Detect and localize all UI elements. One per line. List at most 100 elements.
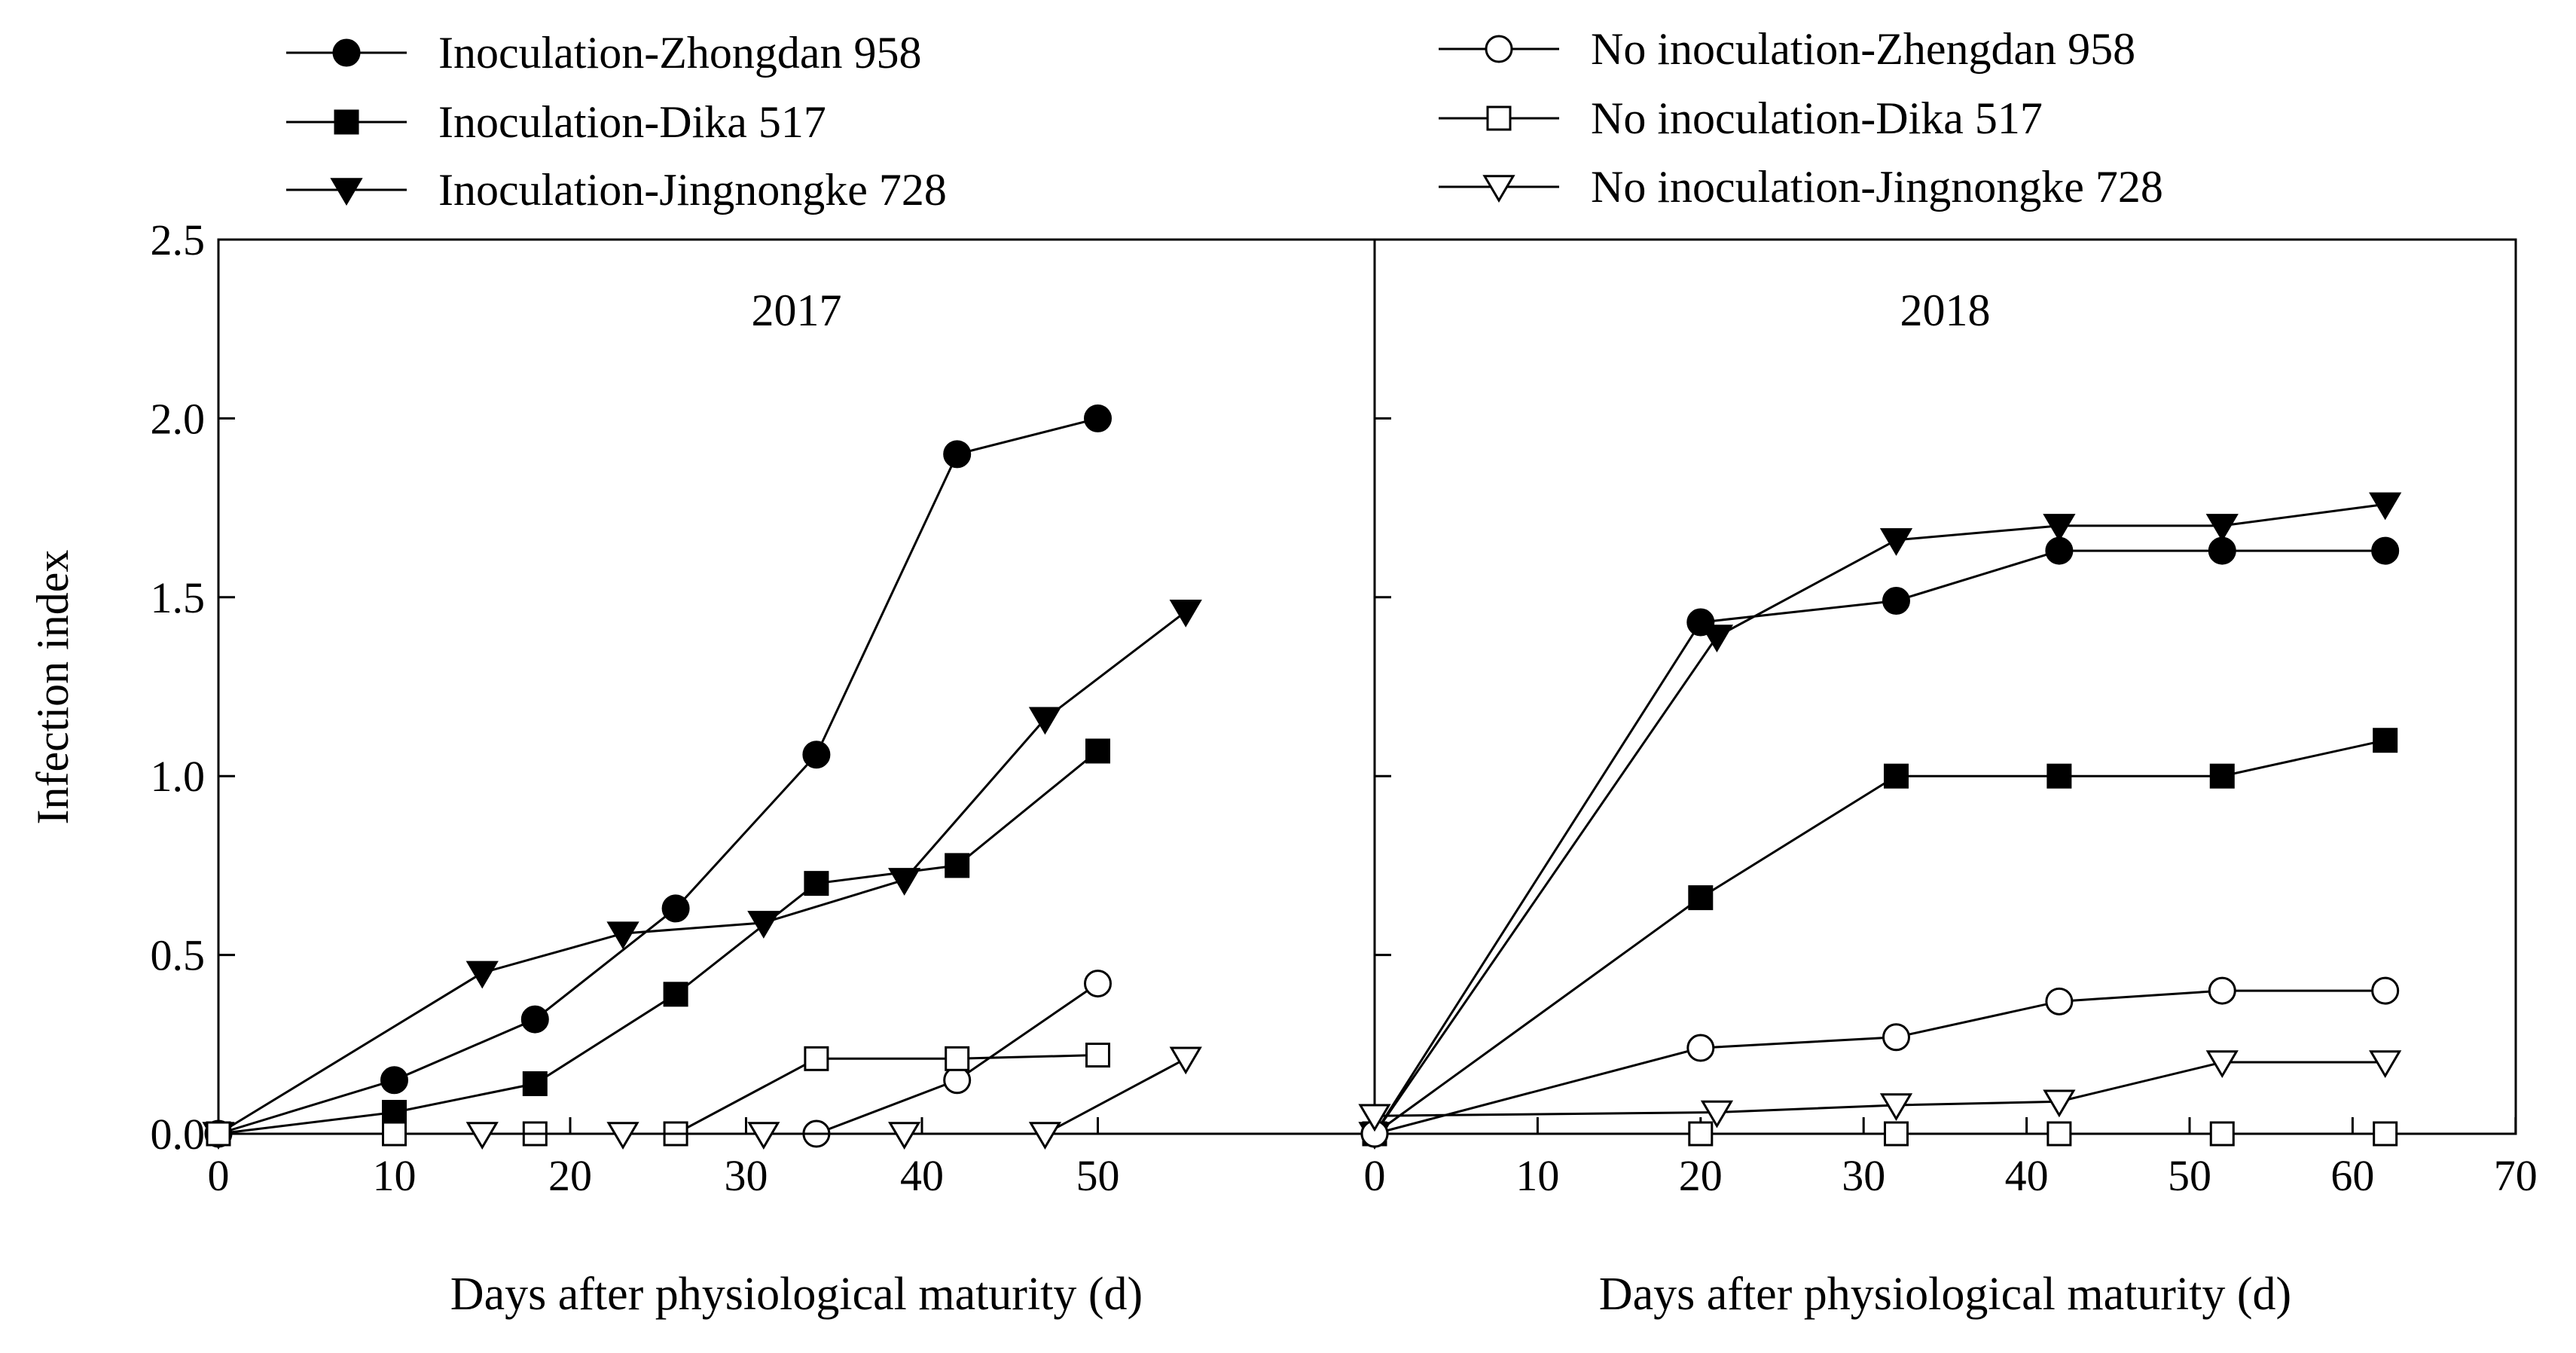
data-point [1882, 1023, 1910, 1052]
data-point [1358, 1104, 1391, 1132]
data-point [804, 871, 829, 896]
data-point [943, 1066, 972, 1095]
data-point [2208, 976, 2236, 1005]
x-tick-label: 50 [1076, 1151, 1120, 1200]
series-inoculation-jingnongke-728 [1358, 492, 2402, 1150]
legend-label: No inoculation-Jingnongke 728 [1591, 162, 2163, 212]
legend-label: Inoculation-Dika 517 [438, 97, 826, 147]
data-point [1700, 1100, 1734, 1129]
data-point [2371, 536, 2400, 565]
panel-2017: 0.0 0.5 1.0 1.5 2.0 2.5 0 10 20 30 40 50 2017 Days af… [151, 215, 1376, 1320]
data-point [1879, 1093, 1913, 1122]
legend-item-inoculation-zhongdan-958: Inoculation-Zhongdan 958 [286, 28, 922, 78]
x-tick-label: 0 [208, 1151, 230, 1200]
plot-frame [217, 238, 1376, 1135]
legend-item-inoculation-jingnongke-728: Inoculation-Jingnongke 728 [286, 165, 947, 215]
x-tick-label: 20 [548, 1151, 592, 1200]
series-no-inoculation-jingnongke-728 [1358, 1050, 2402, 1132]
series-no-inoculation-zhengdan-958 [1360, 976, 2400, 1148]
legend-marker [1486, 105, 1512, 131]
data-point [2205, 514, 2239, 542]
data-point [606, 1122, 639, 1150]
data-point [1169, 600, 1202, 628]
series-no-inoculation-zhengdan-958 [802, 970, 1112, 1148]
data-point [2369, 1050, 2402, 1079]
legend-marker [332, 38, 361, 67]
data-point [465, 1122, 499, 1150]
x-tick-label: 30 [725, 1151, 768, 1200]
series-line [1374, 1061, 2385, 1117]
series-no-inoculation-dika-517 [1688, 1121, 2398, 1147]
data-point [465, 961, 499, 989]
legend-label: Inoculation-Jingnongke 728 [438, 165, 947, 215]
data-point [747, 1122, 780, 1150]
x-axis-label: Days after physiological maturity (d) [1599, 1269, 2291, 1320]
legend-item-no-inoculation-dika-517: No inoculation-Dika 517 [1439, 93, 2043, 143]
data-point [943, 440, 972, 469]
data-point [1028, 707, 1062, 735]
data-point [522, 1071, 548, 1097]
legend-marker [1485, 35, 1513, 63]
x-tick-label: 10 [1515, 1151, 1559, 1200]
x-tick-label: 30 [1842, 1151, 1885, 1200]
legend-marker [1482, 175, 1515, 203]
data-point [1169, 1046, 1202, 1075]
data-point [1883, 763, 1909, 789]
y-tick-label: 1.0 [151, 752, 206, 801]
data-point [206, 1121, 231, 1147]
y-tick-label: 0.0 [151, 1110, 206, 1159]
data-point [1028, 1122, 1062, 1150]
x-tick-label: 60 [2330, 1151, 2374, 1200]
data-point [382, 1121, 407, 1147]
x-axis-label: Days after physiological maturity (d) [450, 1269, 1143, 1320]
data-point [2371, 976, 2400, 1005]
data-point [802, 741, 831, 769]
legend-item-inoculation-dika-517: Inoculation-Dika 517 [286, 97, 826, 147]
panel-year-label: 2018 [1900, 286, 1991, 335]
data-point [661, 894, 690, 923]
legend-item-no-inoculation-zhengdan-958: No inoculation-Zhengdan 958 [1439, 24, 2135, 74]
x-tick-label: 70 [2494, 1151, 2538, 1200]
data-point [1700, 625, 1734, 653]
panel-2018: 0 10 20 30 40 50 60 70 2018 Days after physiologi… [1358, 238, 2538, 1320]
y-tick-label: 0.5 [151, 931, 206, 980]
panel-year-label: 2017 [752, 286, 842, 335]
data-point [1879, 528, 1913, 556]
data-point [382, 1100, 407, 1125]
series-line [1373, 502, 2385, 1135]
plot-frame [1373, 238, 2517, 1135]
legend-marker [334, 109, 359, 135]
data-point [2046, 1121, 2072, 1147]
legend-item-no-inoculation-jingnongke-728: No inoculation-Jingnongke 728 [1439, 162, 2163, 212]
legend-label: Inoculation-Zhongdan 958 [438, 28, 922, 78]
series-inoculation-dika-517 [1362, 728, 2398, 1147]
y-tick-label: 2.0 [151, 394, 206, 443]
x-tick-label: 50 [2168, 1151, 2211, 1200]
chart-legend: Inoculation-Zhongdan 958 Inoculation-Dika… [286, 24, 2163, 215]
series-line [218, 417, 1098, 1135]
series-line [1374, 989, 2385, 1135]
data-point [945, 1046, 970, 1071]
x-tick-label: 40 [900, 1151, 944, 1200]
data-point [1686, 1034, 1715, 1062]
data-point [1084, 404, 1112, 432]
y-tick-label: 1.5 [151, 573, 206, 622]
data-point [2205, 1050, 2239, 1079]
data-point [1085, 738, 1110, 764]
x-tick-label: 10 [373, 1151, 417, 1200]
data-point [606, 921, 639, 950]
data-point [747, 911, 780, 939]
x-tick-label: 0 [1364, 1151, 1386, 1200]
data-point [1084, 970, 1112, 998]
series-inoculation-zhongdan-958 [204, 404, 1112, 1148]
y-tick-label: 2.5 [151, 215, 206, 264]
data-point [888, 1122, 921, 1150]
y-axis-label: Infection index [28, 550, 78, 825]
data-point [663, 982, 688, 1007]
series-line [1373, 549, 2385, 1135]
series-line [1374, 739, 2386, 1135]
data-point [2045, 987, 2074, 1016]
series-line [482, 1057, 1186, 1135]
data-point [2043, 1089, 2076, 1118]
